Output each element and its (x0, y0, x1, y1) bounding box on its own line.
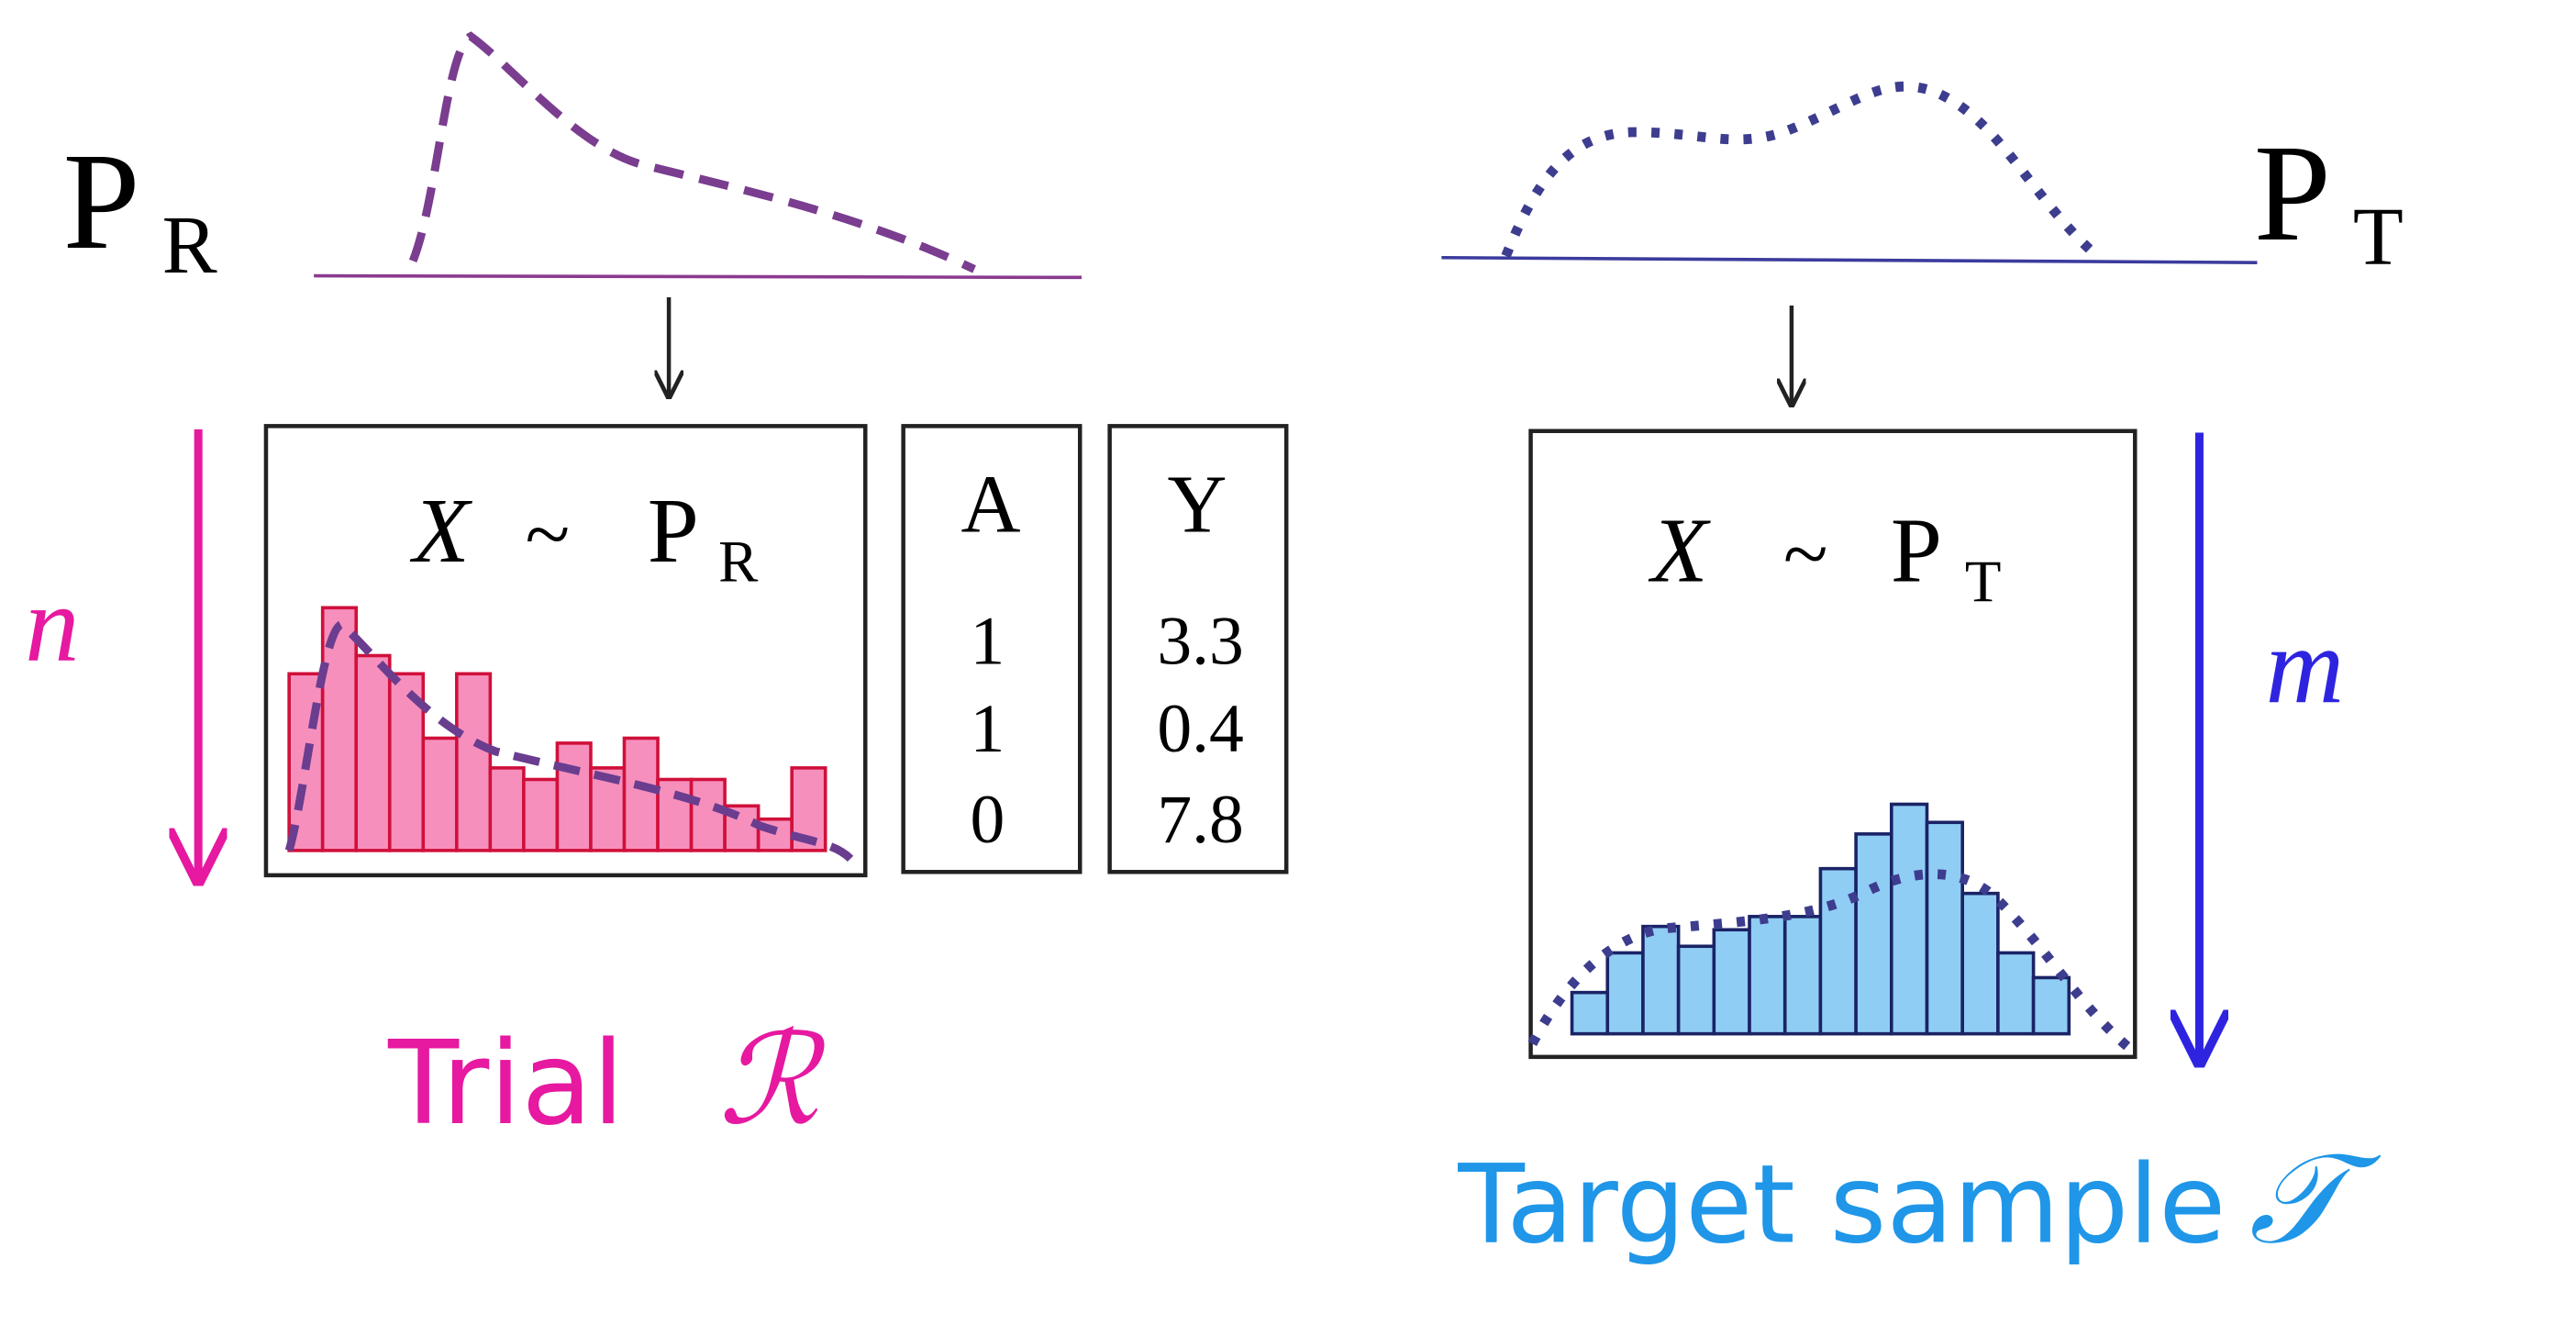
cell: 0.4 (1157, 691, 1243, 767)
column-box (901, 424, 1083, 874)
axis-line (1441, 255, 2258, 264)
formula-var: X (1648, 499, 1711, 602)
caption-symbol: 𝒯 (2248, 1130, 2381, 1269)
dist-sub: T (2353, 192, 2404, 283)
dist-base: P (63, 124, 140, 278)
column-box (1107, 424, 1289, 874)
axis-line (314, 273, 1083, 280)
column-header: A (961, 460, 1021, 551)
histogram (287, 606, 827, 852)
histogram (1570, 802, 2071, 1036)
formula-base: P (648, 479, 699, 582)
caption-symbol: ℛ (718, 1011, 827, 1151)
cell: 0 (971, 782, 1005, 858)
cell: 3.3 (1157, 604, 1243, 680)
density-curve (1501, 81, 2101, 261)
count-label: m (2265, 605, 2344, 726)
formula-base: P (1891, 499, 1942, 602)
formula-var: X (409, 479, 472, 582)
cell: 7.8 (1157, 782, 1243, 858)
cell: 1 (971, 691, 1005, 767)
density-curve (284, 619, 854, 863)
sample-box (263, 424, 868, 878)
formula-sub: R (718, 529, 759, 596)
formula-op: ~ (526, 489, 571, 580)
caption: Trial (387, 1016, 624, 1151)
cell: 1 (971, 604, 1005, 680)
density-curve (408, 31, 976, 273)
dist-base: P (2254, 116, 2331, 270)
dist-sub: R (162, 200, 217, 291)
count-label: n (25, 563, 79, 685)
sample-box (1528, 429, 2137, 1060)
column-header: Y (1168, 460, 1227, 551)
formula-op: ~ (1783, 509, 1828, 600)
formula-sub: T (1965, 549, 2002, 615)
caption: Target sample (1457, 1141, 2226, 1268)
